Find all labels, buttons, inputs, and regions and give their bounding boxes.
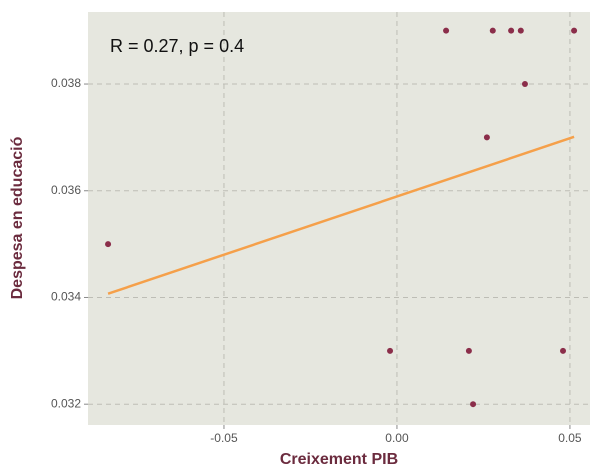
regression-line	[107, 135, 575, 295]
point	[508, 27, 515, 34]
point	[560, 347, 567, 354]
point	[387, 347, 394, 354]
point	[571, 27, 578, 34]
point	[489, 27, 496, 34]
plot-area	[88, 12, 590, 425]
x-axis-title: Creixement PIB	[280, 451, 398, 468]
point	[105, 241, 112, 248]
y-tick-label: 0.036	[51, 183, 81, 197]
y-tick-label: 0.032	[51, 396, 81, 410]
annotation: R = 0.27, p = 0.4	[110, 36, 244, 56]
point	[470, 401, 477, 408]
y-tick-label: 0.038	[51, 76, 81, 90]
y-tick-label: 0.034	[51, 290, 81, 304]
point	[465, 347, 472, 354]
point	[521, 81, 528, 88]
point	[517, 27, 524, 34]
y-axis-title: Despesa en educació	[9, 136, 26, 299]
x-tick-label: 0.05	[558, 431, 582, 445]
point	[483, 134, 490, 141]
x-tick-label: -0.05	[210, 431, 238, 445]
x-tick-label: 0.00	[385, 431, 409, 445]
point	[443, 27, 450, 34]
